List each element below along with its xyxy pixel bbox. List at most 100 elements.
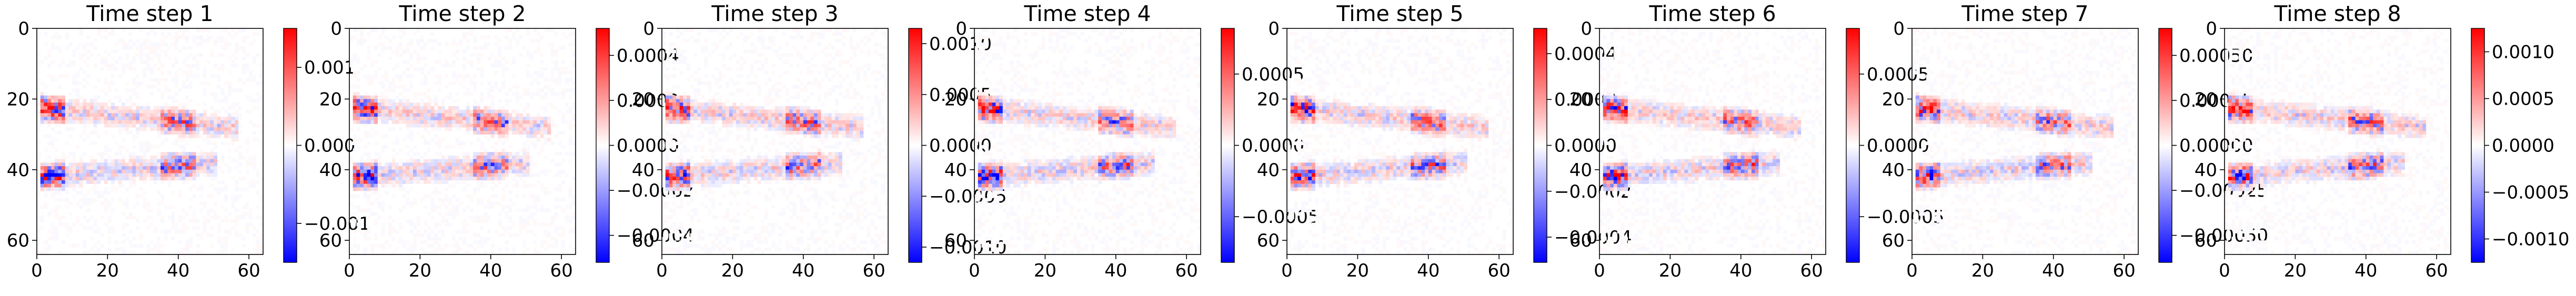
heat-cell — [476, 53, 480, 57]
heat-cell — [676, 116, 680, 120]
heat-cell — [490, 53, 495, 57]
heat-cell — [519, 159, 523, 163]
heat-cell — [451, 169, 456, 173]
heat-cell — [469, 173, 474, 177]
heat-cell — [192, 120, 196, 124]
heat-cell — [353, 103, 357, 107]
heat-cell — [164, 237, 168, 241]
heat-cell — [824, 70, 829, 75]
heat-cell — [367, 95, 371, 99]
heat-cell — [51, 42, 55, 46]
heat-cell — [540, 74, 544, 78]
heat-cell — [54, 106, 58, 110]
heat-cell — [690, 159, 694, 163]
heat-cell — [568, 201, 572, 206]
heat-cell — [445, 212, 449, 216]
heat-cell — [199, 39, 204, 43]
heat-cell — [213, 64, 217, 68]
heat-cell — [462, 85, 467, 89]
heat-cell — [870, 109, 874, 114]
heat-cell — [395, 53, 399, 57]
heat-cell — [427, 180, 431, 184]
heat-cell — [451, 205, 456, 209]
heat-cell — [484, 155, 488, 159]
heat-cell — [690, 109, 694, 114]
heat-cell — [810, 116, 814, 120]
heat-cell — [391, 141, 396, 146]
heat-cell — [252, 39, 256, 43]
heat-cell — [122, 222, 126, 227]
heat-cell — [544, 208, 548, 212]
heat-cell — [512, 74, 516, 78]
heat-cell — [424, 177, 428, 181]
heat-cell — [824, 155, 829, 159]
heat-cell — [79, 116, 83, 120]
heat-cell — [182, 222, 186, 227]
heat-cell — [406, 166, 410, 170]
heat-cell — [206, 127, 210, 131]
heat-cell — [178, 155, 182, 159]
heat-cell — [683, 95, 687, 99]
heat-cell — [132, 134, 136, 138]
heat-cell — [732, 148, 737, 152]
heat-cell — [242, 46, 246, 50]
heat-cell — [171, 109, 175, 114]
heat-cell — [40, 81, 44, 85]
heat-cell — [430, 67, 435, 71]
heat-cell — [356, 243, 360, 248]
heat-cell — [789, 95, 793, 99]
heat-cell — [360, 159, 364, 163]
heat-cell — [367, 141, 371, 146]
heat-cell — [374, 162, 378, 167]
heat-cell — [508, 46, 512, 50]
heat-cell — [743, 106, 747, 110]
heat-cell — [484, 127, 488, 131]
heat-cell — [68, 169, 73, 173]
heat-cell — [484, 109, 488, 114]
heat-cell — [259, 237, 264, 241]
heat-cell — [89, 201, 94, 206]
heat-cell — [367, 180, 371, 184]
heat-cell — [349, 159, 354, 163]
heat-cell — [185, 251, 189, 255]
heat-cell — [143, 169, 147, 173]
heat-cell — [416, 180, 420, 184]
heat-cell — [526, 134, 530, 138]
heat-cell — [107, 88, 112, 93]
heat-cell — [86, 162, 90, 167]
heat-cell — [210, 35, 214, 39]
heat-cell — [93, 120, 97, 124]
heat-cell — [122, 212, 126, 216]
heat-cell — [445, 177, 449, 181]
heat-cell — [533, 127, 537, 131]
heat-cell — [360, 138, 364, 142]
heat-cell — [62, 159, 66, 163]
heat-cell — [700, 81, 705, 85]
heat-cell — [175, 155, 179, 159]
heat-cell — [764, 155, 768, 159]
heat-cell — [356, 222, 360, 227]
heat-cell — [669, 103, 673, 107]
heat-cell — [353, 106, 357, 110]
heat-cell — [480, 148, 484, 152]
heat-cell — [86, 109, 90, 114]
heat-cell — [807, 130, 811, 135]
heat-cell — [146, 145, 150, 149]
heat-cell — [182, 148, 186, 152]
heat-cell — [224, 42, 228, 46]
heat-cell — [665, 152, 669, 156]
heat-cell — [561, 180, 566, 184]
heat-cell — [729, 42, 733, 46]
heat-cell — [128, 99, 133, 103]
heat-cell — [171, 219, 175, 223]
heat-cell — [47, 124, 52, 128]
heat-cell — [437, 166, 441, 170]
heat-cell — [111, 49, 115, 54]
heat-cell — [210, 155, 214, 159]
heat-cell — [789, 53, 793, 57]
heat-cell — [736, 120, 740, 124]
heat-cell — [796, 155, 800, 159]
heat-cell — [139, 187, 143, 191]
heat-cell — [171, 212, 175, 216]
heat-cell — [68, 162, 73, 167]
